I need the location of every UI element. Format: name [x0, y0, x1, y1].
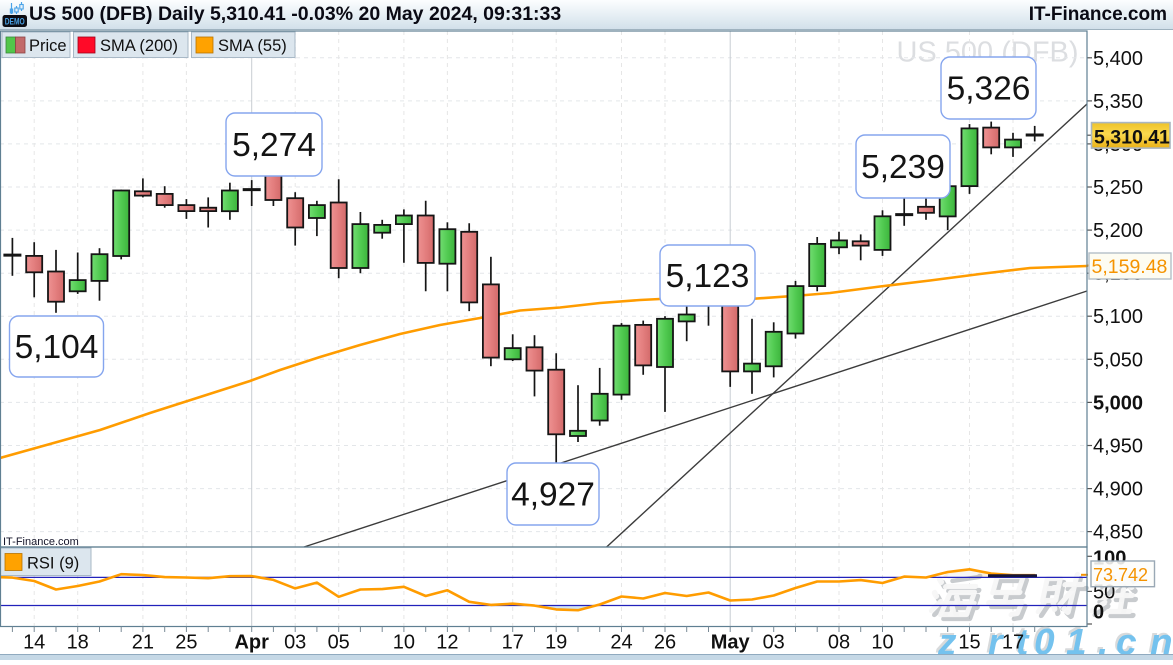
svg-text:21: 21 — [132, 632, 154, 654]
svg-text:5,310.41: 5,310.41 — [1094, 126, 1170, 148]
svg-text:5,274: 5,274 — [232, 127, 316, 164]
svg-text:RSI (9): RSI (9) — [27, 555, 79, 573]
svg-text:24: 24 — [610, 632, 632, 654]
svg-text:4,850: 4,850 — [1093, 522, 1143, 544]
svg-text:4,900: 4,900 — [1093, 479, 1143, 501]
svg-text:DEMO: DEMO — [5, 16, 25, 26]
svg-text:12: 12 — [436, 632, 458, 654]
svg-text:03: 03 — [284, 632, 306, 654]
svg-text:5,326: 5,326 — [947, 71, 1031, 108]
svg-text:IT-Finance.com: IT-Finance.com — [3, 536, 79, 548]
svg-text:5,159.48: 5,159.48 — [1092, 256, 1168, 278]
svg-text:25: 25 — [175, 632, 197, 654]
svg-text:08: 08 — [828, 632, 850, 654]
svg-text:5,123: 5,123 — [666, 258, 750, 295]
svg-text:18: 18 — [67, 632, 89, 654]
svg-text:5,104: 5,104 — [15, 329, 99, 366]
svg-text:Apr: Apr — [234, 632, 269, 654]
svg-text:5,250: 5,250 — [1093, 177, 1143, 199]
svg-text:5,050: 5,050 — [1093, 349, 1143, 371]
svg-text:SMA (55): SMA (55) — [218, 37, 287, 55]
svg-text:05: 05 — [328, 632, 350, 654]
svg-text:May: May — [711, 632, 751, 654]
svg-text:5,350: 5,350 — [1093, 91, 1143, 113]
svg-text:0: 0 — [1093, 602, 1104, 624]
svg-text:5,200: 5,200 — [1093, 220, 1143, 242]
svg-text:4,927: 4,927 — [511, 477, 595, 514]
svg-text:10: 10 — [871, 632, 893, 654]
svg-text:15: 15 — [958, 632, 980, 654]
svg-text:5,100: 5,100 — [1093, 306, 1143, 328]
svg-text:4,950: 4,950 — [1093, 436, 1143, 458]
svg-text:26: 26 — [654, 632, 676, 654]
svg-text:14: 14 — [23, 632, 45, 654]
svg-text:5,239: 5,239 — [861, 149, 945, 186]
svg-text:73.742: 73.742 — [1093, 565, 1148, 585]
svg-text:03: 03 — [763, 632, 785, 654]
svg-text:10: 10 — [393, 632, 415, 654]
svg-text:5,000: 5,000 — [1093, 392, 1143, 414]
svg-text:17: 17 — [1002, 632, 1024, 654]
svg-text:SMA (200): SMA (200) — [100, 37, 178, 55]
svg-text:5,400: 5,400 — [1093, 48, 1143, 70]
svg-text:17: 17 — [502, 632, 524, 654]
svg-text:19: 19 — [545, 632, 567, 654]
svg-text:Price: Price — [29, 37, 67, 55]
